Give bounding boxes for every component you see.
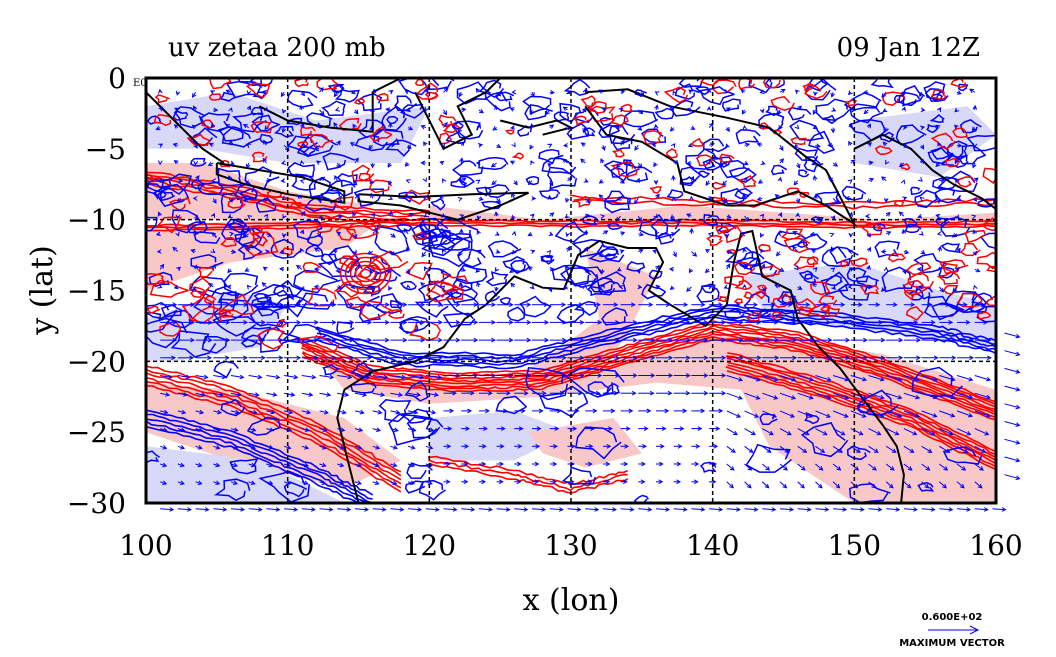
x-tick-label: 130 <box>544 529 597 562</box>
corner-label: E0 <box>133 78 147 89</box>
y-tick-label: 0 <box>108 62 126 95</box>
max-vector-value: 0.600E+02 <box>922 612 983 623</box>
max-vector-legend: 0.600E+02 MAXIMUM VECTOR <box>899 612 1005 649</box>
map-plot-area <box>132 70 1010 511</box>
y-tick-label: −20 <box>67 345 126 378</box>
x-tick-label: 110 <box>261 529 314 562</box>
chart-title-right: 09 Jan 12Z <box>837 33 980 63</box>
x-tick-label: 140 <box>686 529 739 562</box>
y-tick-label: −30 <box>67 487 126 520</box>
y-tick-label: −25 <box>67 416 126 449</box>
chart-title-left: uv zetaa 200 mb <box>168 33 386 63</box>
y-tick-label: −5 <box>85 133 126 166</box>
x-tick-label: 160 <box>969 529 1022 562</box>
x-axis-ticks: 100 110 120 130 140 150 160 <box>119 529 1022 562</box>
x-tick-label: 100 <box>119 529 172 562</box>
y-axis-ticks: 0 −5 −10 −15 −20 −25 −30 <box>67 62 126 520</box>
x-tick-label: 150 <box>828 529 881 562</box>
max-vector-label: MAXIMUM VECTOR <box>899 638 1005 649</box>
y-tick-label: −10 <box>67 204 126 237</box>
y-axis-title: y (lat) <box>25 245 60 335</box>
y-tick-label: −15 <box>67 275 126 308</box>
x-tick-label: 120 <box>403 529 456 562</box>
x-axis-title: x (lon) <box>523 583 620 618</box>
